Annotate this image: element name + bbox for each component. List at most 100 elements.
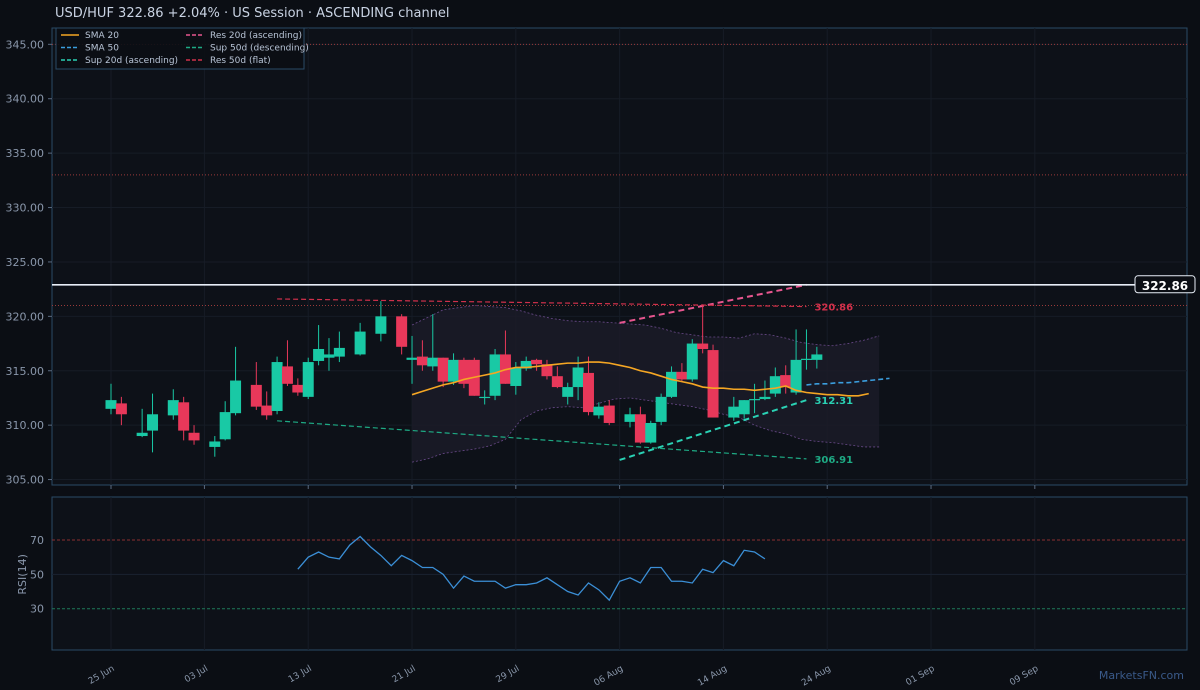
candle-body	[406, 357, 418, 360]
x-tick-label: 25 Jun	[87, 664, 117, 687]
candle-body	[541, 364, 553, 377]
candle-body	[354, 331, 366, 355]
x-tick-label: 13 Jul	[287, 664, 314, 685]
candle-body	[437, 357, 449, 382]
candle-body	[209, 441, 221, 447]
x-tick-label: 09 Sep	[1008, 664, 1040, 688]
y-tick-label: 335.00	[6, 147, 45, 160]
candle-body	[811, 354, 823, 360]
trend-line-label: 320.86	[814, 303, 853, 314]
candle-body	[707, 350, 719, 418]
candle-body	[510, 367, 522, 386]
candle-body	[572, 367, 584, 388]
rsi-tick-label: 70	[30, 534, 44, 547]
candle-body	[416, 356, 428, 366]
watermark: MarketsFN.com	[1098, 669, 1184, 682]
sma-line	[806, 377, 890, 386]
y-tick-label: 315.00	[6, 365, 45, 378]
bollinger-band-fill	[412, 305, 880, 463]
candle-body	[302, 362, 314, 397]
x-tick-label: 03 Jul	[183, 664, 210, 685]
candle-body	[448, 359, 460, 382]
candle-body	[489, 354, 501, 396]
candle-body	[624, 414, 636, 422]
rsi-line	[297, 535, 766, 602]
y-tick-label: 345.00	[6, 38, 45, 51]
candle-body	[582, 372, 594, 413]
trend-line	[277, 420, 807, 460]
trend-line	[619, 399, 807, 461]
candle-body	[219, 412, 231, 440]
candle-body	[271, 362, 283, 412]
x-tick-label: 24 Aug	[800, 664, 833, 689]
legend-label: Res 50d (flat)	[210, 56, 271, 66]
last-price-label: 322.86	[1142, 279, 1188, 293]
candle-body	[479, 396, 491, 399]
candle-body	[188, 432, 200, 441]
candle-body	[562, 387, 574, 397]
legend-label: Res 20d (ascending)	[210, 31, 302, 41]
candle-body	[458, 359, 470, 384]
legend-label: Sup 20d (ascending)	[85, 56, 178, 66]
candle-body	[520, 360, 532, 369]
candle-body	[666, 371, 678, 397]
candle-body	[261, 405, 273, 416]
y-tick-label: 305.00	[6, 474, 45, 487]
x-tick-label: 01 Sep	[904, 664, 936, 688]
y-tick-label: 310.00	[6, 419, 45, 432]
candle-body	[427, 357, 439, 367]
candle-body	[313, 348, 325, 361]
candle-body	[769, 376, 781, 394]
legend-label: SMA 20	[85, 31, 119, 41]
rsi-tick-label: 50	[30, 568, 44, 581]
sma-line	[411, 361, 869, 397]
trend-line	[619, 283, 807, 324]
candle-body	[645, 422, 657, 443]
rsi-tick-label: 30	[30, 603, 44, 616]
rsi-axis-label: RSI(14)	[16, 554, 29, 594]
candle-body	[800, 358, 812, 360]
candle-body	[250, 384, 262, 407]
candle-body	[375, 316, 387, 334]
x-tick-label: 14 Aug	[696, 664, 729, 689]
candle-body	[147, 414, 159, 431]
y-tick-label: 340.00	[6, 93, 45, 106]
last-price-badge	[1134, 275, 1196, 294]
candle-body	[738, 400, 750, 415]
candle-body	[292, 384, 304, 393]
candle-body	[167, 400, 179, 416]
candle-body	[686, 343, 698, 380]
candle-body	[634, 414, 646, 443]
bollinger-band-upper	[411, 305, 880, 347]
candle-body	[593, 406, 605, 416]
trend-line-label: 306.91	[814, 455, 853, 466]
candle-body	[136, 432, 148, 437]
candle-body	[105, 400, 117, 409]
candle-body	[790, 359, 802, 393]
candle-body	[178, 402, 190, 431]
candle-body	[333, 347, 345, 357]
candle-body	[697, 343, 709, 349]
y-tick-label: 320.00	[6, 310, 45, 323]
candle-body	[780, 375, 792, 388]
candle-body	[115, 403, 127, 415]
candle-body	[676, 371, 688, 380]
candle-body	[230, 380, 242, 414]
trend-line	[277, 298, 807, 308]
legend-label: SMA 50	[85, 44, 119, 54]
candle-body	[281, 366, 293, 384]
candle-body	[551, 376, 563, 388]
x-tick-label: 29 Jul	[495, 664, 522, 685]
x-tick-label: 21 Jul	[391, 664, 418, 685]
legend-box	[55, 27, 305, 70]
candle-body	[396, 316, 408, 347]
y-tick-label: 325.00	[6, 256, 45, 269]
candle-body	[531, 359, 543, 365]
candle-body	[603, 405, 615, 423]
candle-body	[759, 396, 771, 400]
candle-body	[749, 399, 761, 401]
candle-body	[655, 396, 667, 422]
y-tick-label: 330.00	[6, 202, 45, 215]
candle-body	[323, 354, 335, 358]
trend-line-label: 312.31	[814, 396, 853, 407]
